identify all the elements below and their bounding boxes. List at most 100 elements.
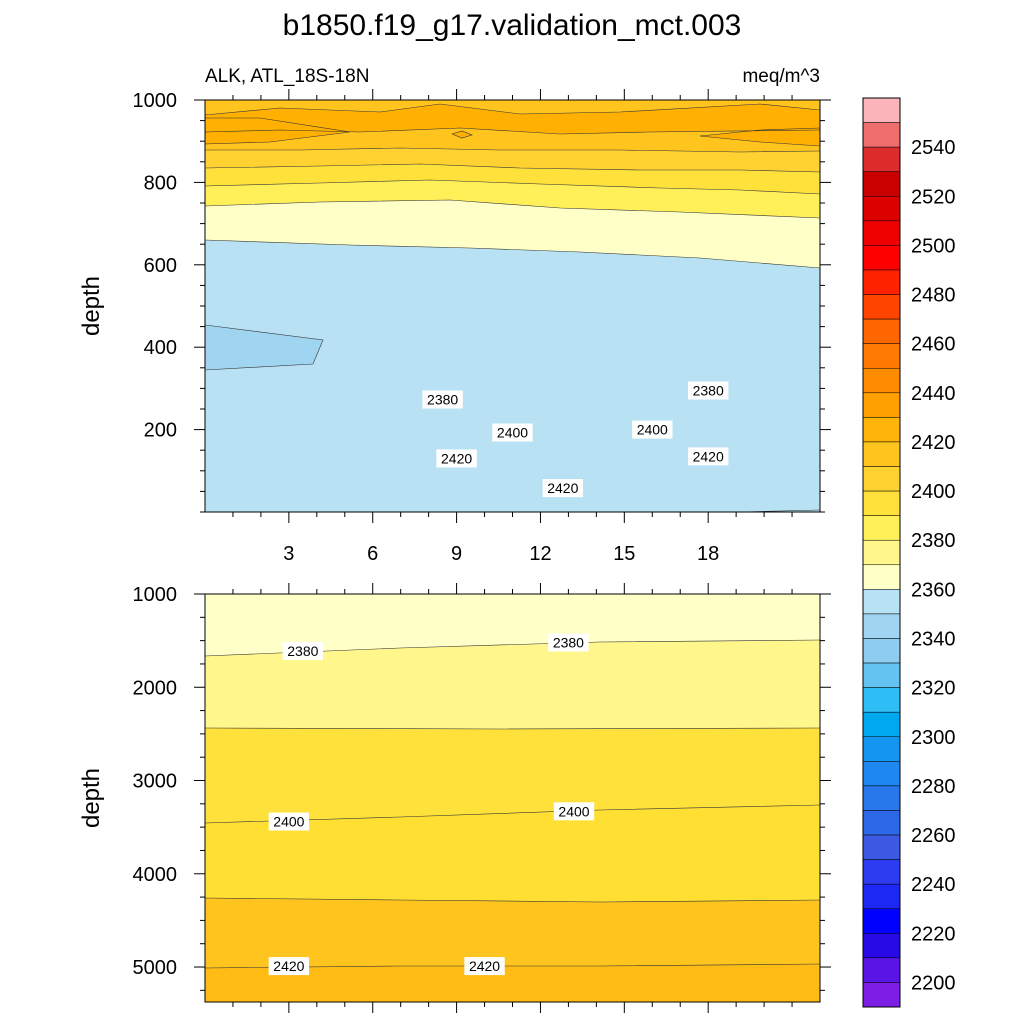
colorbar-swatch bbox=[862, 711, 901, 738]
contour-label: 2420 bbox=[273, 958, 304, 974]
colorbar-label: 2380 bbox=[911, 530, 956, 552]
x-tick-label: 6 bbox=[367, 543, 378, 565]
colorbar-swatch bbox=[862, 171, 901, 197]
contour-line bbox=[205, 179, 820, 195]
colorbar-label: 2340 bbox=[911, 628, 956, 650]
colorbar: 2540 2520 2500 2480 2460 2440 2420 2400 2380 2360… bbox=[862, 97, 956, 1008]
colorbar-swatch bbox=[862, 343, 901, 369]
colorbar-label: 2300 bbox=[911, 727, 956, 749]
contour-label-box bbox=[687, 381, 729, 400]
contour-line bbox=[205, 163, 820, 173]
band-2430 bbox=[205, 128, 820, 152]
band-2370-low bbox=[205, 594, 820, 656]
colorbar-swatch bbox=[862, 589, 901, 615]
colorbar-swatch bbox=[862, 196, 901, 222]
colorbar-label: 2400 bbox=[911, 481, 956, 503]
colorbar-swatch bbox=[862, 834, 901, 860]
upper-contour-fill bbox=[205, 100, 820, 512]
patch-right bbox=[700, 128, 820, 146]
colorbar-label: 2240 bbox=[911, 874, 956, 896]
x-tick-label: 12 bbox=[529, 543, 551, 565]
colorbar-swatch bbox=[862, 367, 901, 394]
y-axis-label: depth bbox=[78, 276, 105, 336]
colorbar-label: 2540 bbox=[911, 137, 956, 159]
colorbar-swatch bbox=[862, 761, 901, 787]
colorbar-label: 2500 bbox=[911, 235, 956, 257]
x-tick-label: 9 bbox=[451, 543, 462, 565]
colorbar-label: 2520 bbox=[911, 186, 956, 208]
contour-label-box bbox=[464, 957, 505, 976]
contour-label-box bbox=[268, 812, 310, 831]
contour-label-box bbox=[422, 390, 463, 409]
colorbar-swatch bbox=[862, 441, 901, 467]
contour-line bbox=[699, 135, 820, 147]
x-tick-label: 18 bbox=[697, 543, 719, 565]
colorbar-swatch bbox=[862, 687, 901, 713]
x-tick-label: 15 bbox=[613, 543, 635, 565]
y-tick-label: 4000 bbox=[133, 864, 178, 886]
contour-label: 2420 bbox=[469, 958, 500, 974]
subtitle-left: ALK, ATL_18S-18N bbox=[205, 66, 369, 87]
colorbar-swatch bbox=[862, 539, 901, 566]
colorbar-swatch bbox=[862, 957, 901, 983]
colorbar-swatch bbox=[862, 933, 901, 959]
colorbar-label: 2360 bbox=[911, 579, 956, 601]
band-2420 bbox=[205, 148, 820, 172]
colorbar-swatch bbox=[862, 220, 901, 246]
y-tick-label: 200 bbox=[144, 420, 177, 442]
colorbar-swatch bbox=[862, 810, 901, 836]
colorbar-swatch bbox=[862, 294, 901, 320]
colorbar-label: 2280 bbox=[911, 776, 956, 798]
colorbar-swatch bbox=[862, 245, 901, 271]
y-tick-label: 3000 bbox=[133, 771, 178, 793]
contour-line bbox=[205, 147, 820, 153]
band-2400-low bbox=[205, 805, 820, 902]
contour-label-box bbox=[436, 449, 477, 468]
colorbar-swatch bbox=[862, 146, 901, 172]
colorbar-swatch bbox=[862, 122, 901, 148]
contour-label-box bbox=[492, 423, 533, 442]
band-2380b bbox=[205, 200, 820, 268]
band-2410-low bbox=[205, 898, 820, 968]
band-2380-low bbox=[205, 640, 820, 729]
contour-line bbox=[451, 130, 473, 139]
contour-label-box bbox=[687, 447, 729, 466]
contour-label-box bbox=[282, 641, 324, 660]
contour-label: 2380 bbox=[427, 392, 458, 408]
colorbar-swatch bbox=[862, 564, 901, 590]
lower-contour-fill bbox=[205, 594, 820, 1002]
band-2440 bbox=[205, 104, 820, 134]
y-tick-label: 400 bbox=[144, 337, 177, 359]
contour-label: 2420 bbox=[441, 450, 472, 466]
contour-label-box bbox=[553, 802, 595, 821]
colorbar-frame bbox=[862, 97, 901, 1008]
contour-line bbox=[205, 103, 820, 116]
band-2410 bbox=[205, 164, 820, 194]
colorbar-swatch bbox=[862, 736, 901, 762]
colorbar-swatch bbox=[862, 417, 901, 443]
colorbar-label: 2440 bbox=[911, 383, 956, 405]
y-tick-label: 600 bbox=[144, 255, 177, 277]
chart-title: b1850.f19_g17.validation_mct.003 bbox=[283, 9, 742, 42]
contour-label: 2420 bbox=[547, 480, 578, 496]
subtitle-right: meq/m^3 bbox=[742, 66, 820, 87]
colorbar-label: 2220 bbox=[911, 923, 956, 945]
contour-line bbox=[205, 897, 820, 903]
contour-line bbox=[205, 127, 820, 135]
colorbar-swatch bbox=[862, 515, 901, 541]
band-2390-low bbox=[205, 728, 820, 823]
contour-label: 2400 bbox=[637, 422, 668, 438]
colorbar-label: 2480 bbox=[911, 285, 956, 307]
band-2400 bbox=[205, 180, 820, 218]
contour-label: 2420 bbox=[693, 448, 724, 464]
colorbar-swatch bbox=[862, 269, 901, 295]
colorbar-label: 2460 bbox=[911, 334, 956, 356]
patch-left bbox=[205, 118, 350, 144]
y-tick-label: 1000 bbox=[133, 90, 178, 112]
colorbar-swatch bbox=[862, 883, 901, 909]
colorbar-label: 2420 bbox=[911, 432, 956, 454]
colorbar-swatch bbox=[862, 613, 901, 639]
colorbar-swatch bbox=[862, 318, 901, 344]
colorbar-swatch bbox=[862, 908, 901, 934]
